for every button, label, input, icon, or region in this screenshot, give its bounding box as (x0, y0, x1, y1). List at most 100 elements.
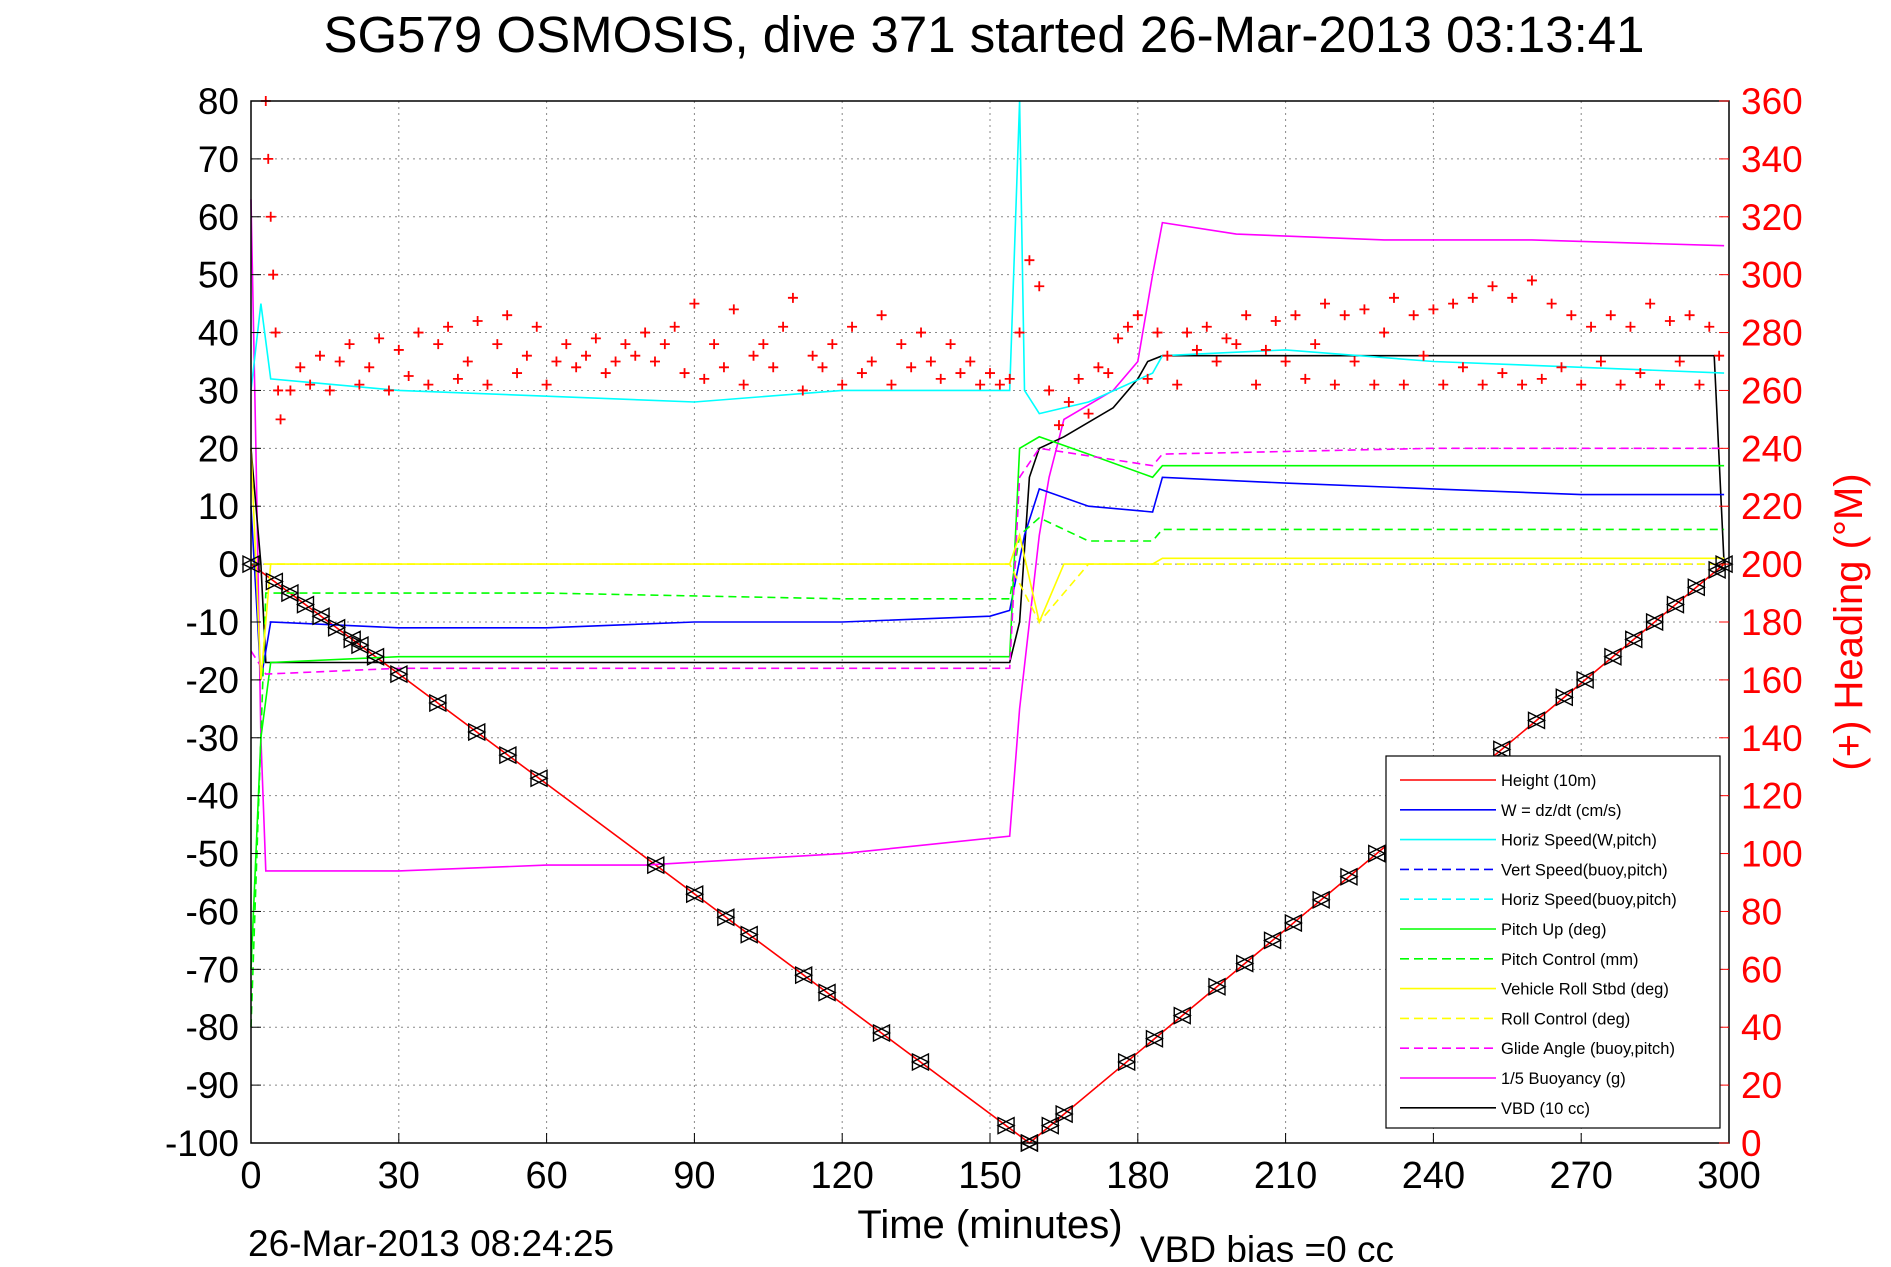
dive-marker (350, 636, 370, 655)
heading-point (1517, 379, 1528, 390)
heading-point (1211, 356, 1222, 367)
heading-point (1310, 339, 1321, 350)
dive-marker (311, 607, 331, 626)
y-right-tick-label: 160 (1741, 660, 1803, 701)
heading-point (1388, 292, 1399, 303)
y-right-tick-labels: 3603403203002802602402202001801601401201… (1719, 81, 1803, 1164)
dive-marker (365, 647, 386, 666)
y-right-axis-label: (+) Heading (°M) (1827, 473, 1871, 770)
heading-point (1684, 310, 1695, 321)
heading-point (324, 385, 335, 396)
heading-point (443, 321, 454, 332)
dive-marker (716, 908, 736, 927)
heading-point (270, 327, 281, 338)
heading-point (265, 211, 276, 222)
heading-point (1655, 379, 1666, 390)
heading-point (1635, 368, 1646, 379)
heading-point (1645, 298, 1656, 309)
heading-point (1477, 379, 1488, 390)
legend-label: Horiz Speed(W,pitch) (1501, 832, 1657, 850)
heading-point (1113, 333, 1124, 344)
heading-point (1379, 327, 1390, 338)
y-right-tick-label: 220 (1741, 486, 1803, 527)
heading-point (1142, 373, 1153, 384)
heading-point (758, 339, 769, 350)
heading-point (1664, 315, 1675, 326)
heading-point (718, 362, 729, 373)
y-right-tick-label: 300 (1741, 255, 1803, 296)
heading-point (797, 385, 808, 396)
vbd-bias-label: VBD bias =0 cc (1140, 1229, 1394, 1262)
dive-marker (1117, 1052, 1137, 1072)
heading-point (610, 356, 621, 367)
series-line-pitch (250, 435, 1725, 970)
series-line-roll_control (251, 563, 1725, 624)
heading-point (1053, 420, 1064, 431)
heading-point (1122, 321, 1133, 332)
heading-point (620, 339, 631, 350)
heading-point (1428, 304, 1439, 315)
heading-point (1694, 379, 1705, 390)
heading-point (1349, 356, 1360, 367)
heading-point (1024, 255, 1035, 266)
heading-point (1448, 298, 1459, 309)
dive-marker (685, 884, 705, 904)
heading-point (551, 356, 562, 367)
x-tick-label: 30 (378, 1155, 420, 1197)
series-line-horiz_speed (250, 100, 1725, 415)
dive-marker (498, 746, 518, 765)
y-tick-label: -20 (186, 660, 239, 701)
heading-point (1507, 292, 1518, 303)
dive-marker (1040, 1116, 1060, 1135)
y-tick-label: 30 (198, 370, 239, 411)
y-tick-label: 60 (198, 197, 239, 238)
legend-label: W = dz/dt (cm/s) (1501, 802, 1622, 820)
heading-point (273, 385, 284, 396)
heading-point (268, 269, 279, 280)
heading-point (1221, 333, 1232, 344)
heading-point (679, 368, 690, 379)
heading-point (600, 368, 611, 379)
dive-marker (910, 1052, 931, 1072)
heading-point (965, 356, 976, 367)
heading-point (452, 373, 463, 384)
dive-marker (1283, 913, 1303, 933)
x-tick-label: 150 (958, 1155, 1021, 1197)
heading-point (837, 379, 848, 390)
dive-marker (1262, 931, 1283, 950)
heading-point (295, 362, 306, 373)
y-tick-label: 10 (198, 486, 239, 527)
heading-point (1044, 385, 1055, 396)
heading-point (1369, 379, 1380, 390)
y-tick-label: 80 (198, 81, 239, 122)
heading-point (1487, 281, 1498, 292)
dive-marker (264, 572, 284, 591)
heading-point (590, 333, 601, 344)
heading-point (1398, 379, 1409, 390)
x-tick-label: 0 (240, 1155, 261, 1197)
heading-point (354, 379, 365, 390)
dive-marker (280, 583, 300, 603)
heading-point (1300, 373, 1311, 384)
legend-label: Roll Control (deg) (1501, 1010, 1630, 1028)
x-tick-label: 300 (1697, 1155, 1760, 1197)
heading-point (768, 362, 779, 373)
dive-marker (1624, 630, 1644, 649)
dive-marker (1235, 954, 1255, 973)
x-tick-labels: 0 30 60 90 120 150 180 210 240 270 300 (240, 1133, 1761, 1197)
dive-marker (794, 965, 814, 985)
y-tick-label: -50 (186, 834, 239, 875)
heading-point (1615, 379, 1626, 390)
heading-point (1231, 339, 1242, 350)
heading-point (689, 298, 700, 309)
heading-point (1260, 344, 1271, 355)
dive-marker (1144, 1029, 1165, 1048)
heading-point (1290, 310, 1301, 321)
heading-point (502, 310, 513, 321)
dive-marker (739, 925, 759, 944)
heading-point (807, 350, 818, 361)
y-tick-labels: 80 70 60 50 40 30 20 10 0 -10 -20 -30 -40 -50 -60 -70 -8… (165, 81, 261, 1164)
series-lines (250, 100, 1725, 1145)
heading-point (1595, 356, 1606, 367)
dive-marker (1526, 711, 1547, 730)
